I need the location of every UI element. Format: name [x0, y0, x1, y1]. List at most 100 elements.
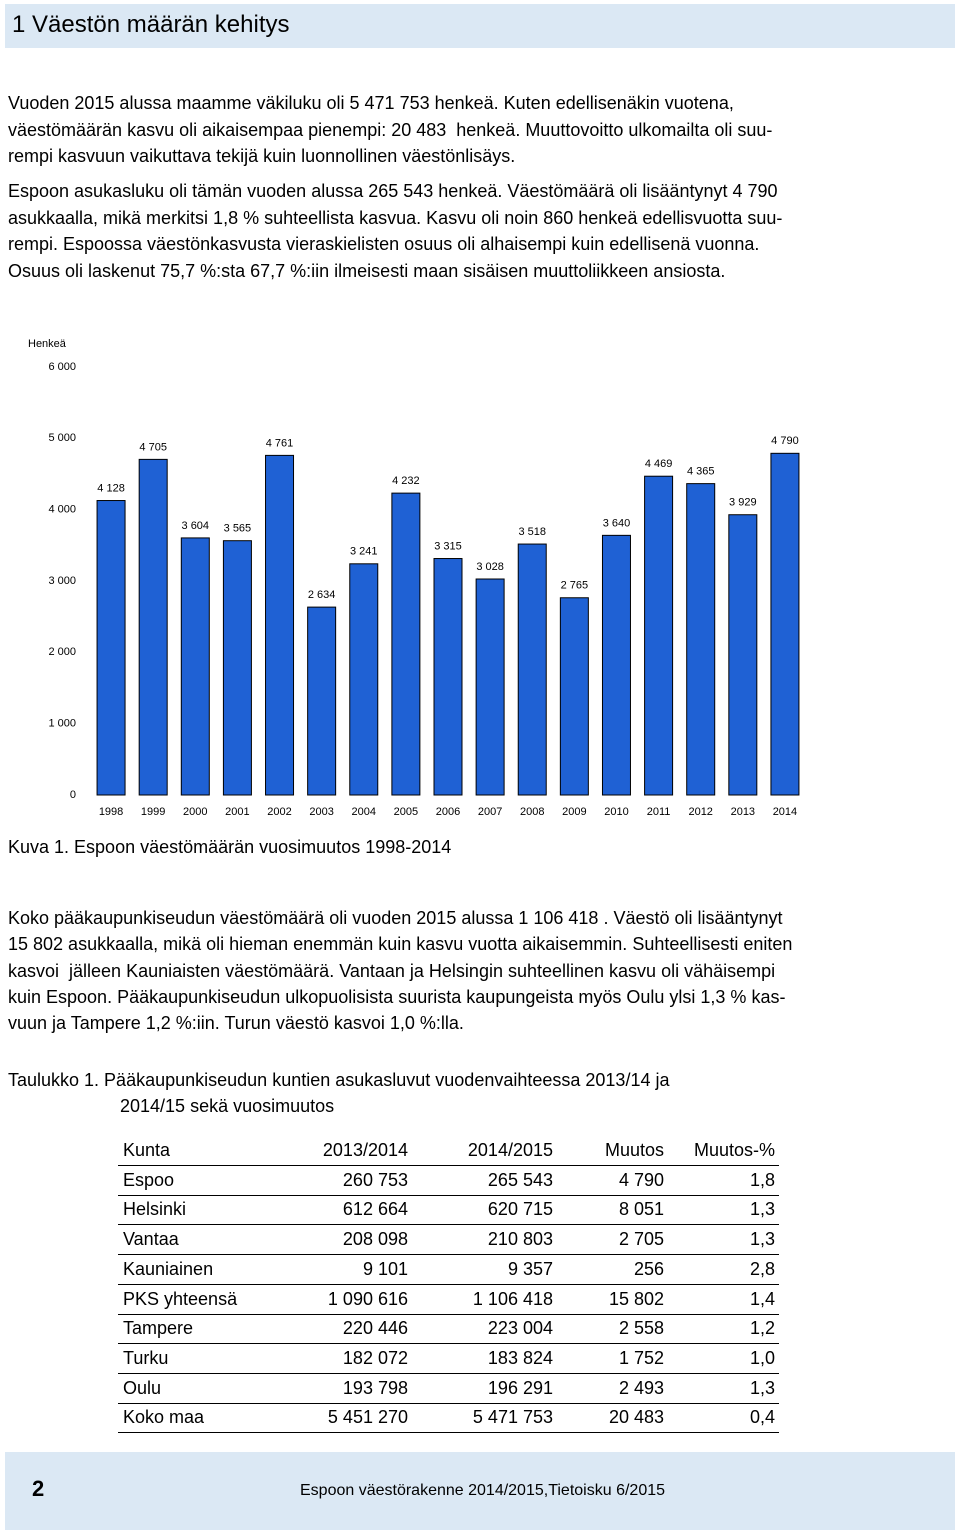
value-label: 4 705: [139, 441, 167, 453]
table-header-cell: 2013/2014: [322, 1140, 408, 1160]
table-cell: 220 446: [342, 1318, 408, 1339]
bar: [517, 543, 547, 796]
table-cell: 1,3: [749, 1377, 775, 1398]
value-label: 4 469: [645, 458, 673, 470]
footer-band: [5, 1452, 955, 1530]
table-cell: Helsinki: [123, 1199, 187, 1220]
value-label: 4 761: [266, 437, 294, 449]
table-cell: 183 824: [487, 1347, 553, 1368]
table-cell: 1 106 418: [472, 1288, 553, 1309]
value-label: 4 365: [687, 466, 715, 478]
value-label: 3 028: [476, 561, 504, 573]
table-cell: Koko maa: [123, 1407, 205, 1428]
y-tick-label: 4 000: [48, 504, 76, 516]
value-label: 3 241: [350, 546, 378, 558]
table-cell: 1,3: [749, 1229, 775, 1250]
x-tick-label: 2005: [394, 806, 418, 818]
table-rule: [118, 1283, 779, 1285]
table-cell: 1,8: [749, 1169, 775, 1190]
table-rule: [118, 1402, 779, 1404]
bar: [180, 537, 210, 796]
table-cell: 1,3: [749, 1199, 775, 1220]
value-label: 3 315: [434, 540, 462, 552]
value-label: 4 128: [97, 482, 125, 494]
value-label: 3 929: [729, 497, 757, 509]
table-cell: 265 543: [487, 1169, 553, 1190]
paragraph-line: Espoon asukasluku oli tämän vuoden aluss…: [8, 181, 778, 201]
paragraph-line: 15 802 asukkaalla, mikä oli hieman enemm…: [8, 934, 793, 955]
y-axis-label: Henkeä: [28, 338, 67, 350]
value-label: 2 634: [308, 589, 336, 601]
table-cell: Tampere: [123, 1318, 194, 1339]
x-tick-label: 2004: [352, 806, 376, 818]
x-tick-label: 2009: [562, 806, 586, 818]
x-tick-label: 2002: [267, 806, 291, 818]
paragraph-line: Osuus oli laskenut 75,7 %:sta 67,7 %:iin…: [8, 260, 726, 281]
table-cell: Kauniainen: [123, 1258, 214, 1279]
paragraph-line: kuin Espoon. Pääkaupunkiseudun ulkopuoli…: [8, 986, 786, 1007]
table-rule: [118, 1224, 779, 1226]
table-cell: 193 798: [342, 1377, 408, 1398]
table-cell: 1,0: [749, 1347, 775, 1368]
x-tick-label: 2012: [688, 806, 712, 818]
table-cell: 5 471 753: [472, 1407, 553, 1428]
paragraph-line: asukkaalla, mikä merkitsi 1,8 % suhteell…: [8, 207, 783, 228]
x-tick-label: 2014: [773, 806, 797, 818]
table-cell: 210 803: [487, 1229, 553, 1250]
x-tick-label: 2001: [225, 806, 249, 818]
table-header-cell: Kunta: [123, 1140, 171, 1160]
table-header-cell: Muutos: [604, 1140, 664, 1160]
x-tick-label: 2011: [647, 806, 671, 818]
value-label: 3 604: [182, 520, 210, 532]
table-cell: Oulu: [123, 1377, 162, 1398]
y-tick-label: 3 000: [48, 575, 76, 587]
table-cell: 1 752: [618, 1347, 664, 1368]
table-caption: 2014/15 sekä vuosimuutos: [120, 1096, 335, 1116]
paragraph-line: rempi. Espoossa väestönkasvusta vieraski…: [8, 234, 760, 254]
table-cell: 8 051: [618, 1199, 664, 1220]
footer-text: Espoon väestörakenne 2014/2015,Tietoisku…: [300, 1482, 666, 1499]
table-header-cell: Muutos-%: [693, 1140, 775, 1160]
bar: [265, 454, 295, 796]
value-label: 4 790: [771, 435, 799, 447]
header-title: 1 Väestön määrän kehitys: [12, 11, 290, 38]
table-cell: Vantaa: [123, 1229, 179, 1250]
bar: [559, 597, 589, 796]
table-caption: Taulukko 1. Pääkaupunkiseudun kuntien as…: [8, 1070, 670, 1090]
figure-caption: Kuva 1. Espoon väestömäärän vuosimuutos …: [8, 837, 452, 857]
table-cell: 196 291: [487, 1377, 553, 1398]
table-cell: 182 072: [342, 1347, 408, 1368]
table-cell: 208 098: [342, 1229, 408, 1250]
value-label: 3 640: [603, 517, 631, 529]
bar: [222, 540, 252, 796]
table-cell: 223 004: [487, 1318, 553, 1339]
table-rule: [118, 1432, 779, 1434]
x-tick-label: 2006: [436, 806, 460, 818]
table-cell: 612 664: [342, 1199, 408, 1220]
value-label: 4 232: [392, 475, 420, 487]
x-tick-label: 2008: [520, 806, 544, 818]
paragraph-line: rempi kasvuun vaikuttava tekijä kuin luo…: [8, 146, 516, 166]
table-cell: 2 705: [618, 1229, 664, 1250]
x-tick-label: 2003: [309, 806, 333, 818]
table-rule: [118, 1254, 779, 1256]
table-rule: [118, 1194, 779, 1196]
table-cell: 2,8: [749, 1258, 775, 1279]
bar: [433, 558, 463, 796]
bar: [644, 475, 674, 796]
table-cell: 1,2: [749, 1318, 775, 1339]
y-tick-label: 5 000: [48, 432, 76, 444]
paragraph-line: vuun ja Tampere 1,2 %:iin. Turun väestö …: [8, 1013, 464, 1034]
bar: [138, 458, 168, 796]
paragraph-line: kasvoi jälleen Kauniaisten väestömäärä. …: [8, 960, 776, 981]
paragraph-line: väestömäärän kasvu oli aikaisempaa piene…: [8, 119, 773, 140]
table-cell: 620 715: [487, 1199, 553, 1220]
bar: [728, 514, 758, 796]
x-tick-label: 2007: [478, 806, 502, 818]
y-tick-label: 6 000: [48, 361, 76, 373]
bar: [475, 578, 505, 796]
y-tick-label: 2 000: [48, 646, 76, 658]
table-cell: 2 493: [618, 1377, 664, 1398]
table-cell: PKS yhteensä: [123, 1288, 238, 1309]
bar: [349, 563, 379, 796]
